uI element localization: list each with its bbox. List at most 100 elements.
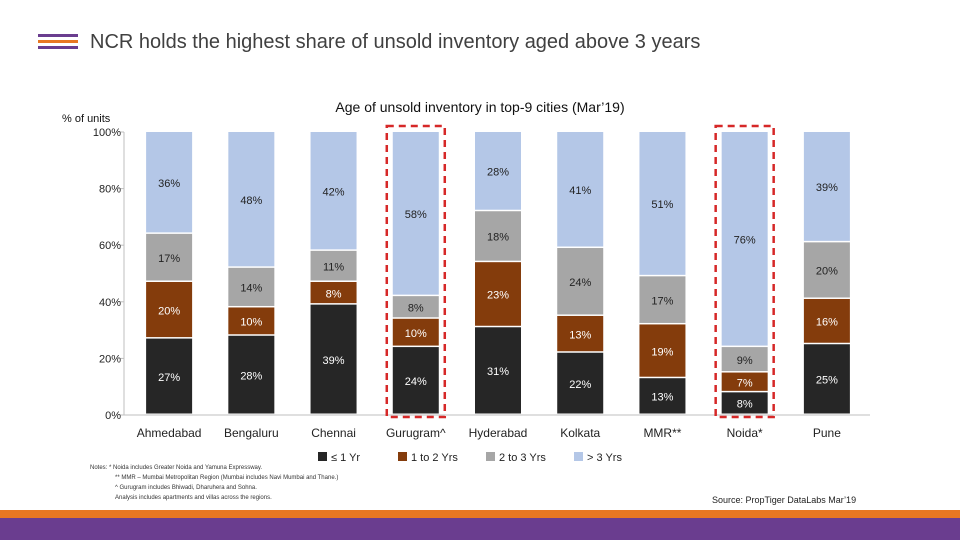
data-label: 10% (405, 328, 427, 340)
bar-segment (310, 132, 357, 250)
bar-segment (721, 392, 768, 414)
source-text: Source: PropTiger DataLabs Mar’19 (712, 495, 857, 505)
data-label: 23% (487, 290, 509, 302)
legend-label: > 3 Yrs (587, 452, 622, 464)
data-label: 20% (158, 305, 180, 317)
highlight-box (385, 124, 447, 419)
bar-segment (557, 352, 604, 414)
y-axis-label: % of units (62, 113, 111, 125)
y-tick-label: 80% (99, 184, 121, 196)
bar-segment (639, 324, 686, 377)
y-tick-label: 20% (99, 353, 121, 365)
bar-segment (146, 233, 193, 281)
legend-swatch (398, 452, 407, 461)
data-label: 8% (408, 302, 424, 314)
bar-segment (146, 132, 193, 233)
category-label: MMR** (643, 426, 681, 440)
data-label: 39% (323, 355, 345, 367)
bar-segment (803, 242, 850, 298)
y-tick-label: 40% (99, 297, 121, 309)
data-label: 24% (569, 277, 591, 289)
bar-segment (475, 132, 521, 210)
data-label: 20% (816, 266, 838, 278)
category-label: Noida* (727, 426, 763, 440)
accent-line-purple (38, 34, 78, 37)
bar-segment (639, 378, 686, 414)
legend-swatch (574, 452, 583, 461)
bar-segment (475, 327, 521, 414)
bar-segment (639, 132, 686, 275)
footnotes: Notes: * Noida includes Greater Noida an… (90, 463, 338, 503)
data-label: 13% (651, 392, 673, 404)
note-line: Notes: * Noida includes Greater Noida an… (90, 465, 263, 471)
data-label: 27% (158, 372, 180, 384)
bar-segment (228, 307, 275, 335)
bar-segment (146, 281, 193, 338)
data-label: 36% (158, 178, 180, 190)
category-label: Bengaluru (224, 426, 279, 440)
bar-segment (310, 250, 357, 281)
legend-label: 2 to 3 Yrs (499, 452, 546, 464)
bar-segment (228, 267, 275, 306)
bar-segment (392, 132, 439, 295)
bar-segment (721, 372, 768, 391)
category-label: Chennai (311, 426, 356, 440)
data-label: 28% (240, 370, 262, 382)
bar-segment (310, 304, 357, 414)
data-label: 13% (569, 329, 591, 341)
data-label: 19% (651, 346, 673, 358)
category-label: Hyderabad (469, 426, 528, 440)
data-label: 8% (737, 399, 753, 411)
bar-segment (557, 132, 604, 247)
bar-segment (228, 335, 275, 414)
footer-bar-orange (0, 510, 960, 518)
data-label: 18% (487, 232, 509, 244)
data-label: 10% (240, 317, 262, 329)
legend-label: ≤ 1 Yr (331, 452, 360, 464)
stacked-bar-chart: Age of unsold inventory in top-9 cities … (62, 99, 870, 464)
bar-segment (392, 318, 439, 346)
note-line: Analysis includes apartments and villas … (115, 495, 272, 501)
data-label: 17% (651, 295, 673, 307)
legend-swatch (486, 452, 495, 461)
bar-segment (639, 276, 686, 323)
data-label: 9% (737, 355, 753, 367)
page-title: NCR holds the highest share of unsold in… (90, 31, 701, 53)
data-label: 25% (816, 375, 838, 387)
data-label: 14% (240, 283, 262, 295)
bar-segment (557, 248, 604, 315)
data-label: 48% (240, 195, 262, 207)
bar-segment (721, 132, 768, 346)
bar-segment (310, 281, 357, 304)
y-tick-label: 100% (93, 127, 121, 139)
title-accent-lines (38, 34, 78, 50)
data-label: 17% (158, 253, 180, 265)
bar-segment (803, 344, 850, 414)
legend-swatch (318, 452, 327, 461)
category-label: Gurugram^ (386, 426, 446, 440)
data-label: 31% (487, 366, 509, 378)
data-label: 42% (323, 186, 345, 198)
bar-segment (803, 298, 850, 343)
bar-segment (392, 296, 439, 318)
note-line: ** MMR – Mumbai Metropolitan Region (Mum… (115, 475, 339, 481)
data-label: 22% (569, 379, 591, 391)
bar-segment (721, 347, 768, 372)
chart-title: Age of unsold inventory in top-9 cities … (335, 99, 624, 115)
bar-segment (228, 132, 275, 267)
data-label: 51% (651, 199, 673, 211)
bar-segment (475, 211, 521, 261)
data-label: 24% (405, 376, 427, 388)
data-label: 58% (405, 209, 427, 221)
data-label: 28% (487, 167, 509, 179)
legend-label: 1 to 2 Yrs (411, 452, 458, 464)
data-label: 41% (569, 185, 591, 197)
accent-line-orange (38, 40, 78, 43)
bar-segment (803, 132, 850, 241)
y-tick-label: 0% (105, 410, 121, 422)
footer-bar-purple (0, 518, 960, 540)
note-line: ^ Gurugram includes Bhiwadi, Dharuhera a… (115, 485, 257, 491)
bar-segment (392, 347, 439, 414)
accent-line-purple-2 (38, 46, 78, 49)
y-tick-label: 60% (99, 240, 121, 252)
